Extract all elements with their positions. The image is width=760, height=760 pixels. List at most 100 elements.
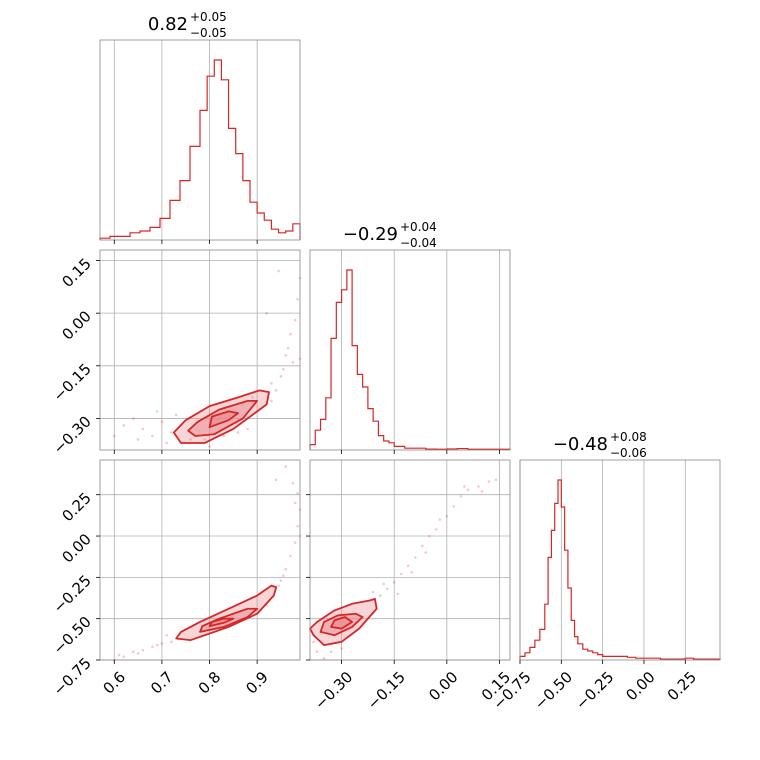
joint-0-2-sample-point [296,491,299,495]
joint-1-2-sample-point [312,640,315,644]
joint-0-1-sample-point [165,441,168,445]
joint-0-2-sample-point [293,501,297,505]
joint-0-1-sample-point [274,389,278,392]
joint-1-2-sample-point [329,650,333,654]
joint-1-2-sample-point [406,564,410,568]
joint-0-2-contour-1 [175,584,278,642]
joint-0-2-sample-point [279,579,283,582]
marginal-1-frame [309,249,511,451]
joint-0-2-ytick-label: 0.00 [58,530,94,566]
marginal-2-xtick-label: −0.50 [531,668,576,713]
joint-0-2-contour-3 [208,617,235,628]
marginal-1-title-plus: +0.04 [400,220,437,234]
joint-0-1-contour-3 [208,410,239,429]
joint-0-1-sample-point [246,427,249,431]
joint-0-2-ytick-label: 0.25 [58,489,94,525]
joint-0-1-sample-point [291,360,295,364]
marginal-0-histogram [99,59,301,240]
joint-0-2-sample-point [117,653,121,657]
joint-0-1-sample-point [286,346,290,350]
joint-0-2-sample-point [291,481,295,485]
joint-0-1-sample-point [282,367,285,371]
joint-0-2-sample-point [136,652,140,655]
marginal-1-title-minus: −0.04 [400,236,437,250]
joint-1-2-sample-point [371,590,375,594]
joint-1-2-sample-point [410,571,414,574]
joint-0-1-sample-point [279,375,283,378]
joint-0-2-sample-point [277,584,280,587]
joint-1-2-sample-point [445,514,449,518]
joint-1-2-sample-point [315,650,319,654]
joint-0-2-ytick-label: −0.75 [50,654,95,699]
marginal-1-histogram [309,269,511,450]
joint-1-2-sample-point [340,647,343,650]
joint-1-2-sample-point [466,488,470,492]
joint-0-2-xtick-label: 0.6 [99,668,129,698]
joint-1-2-contour-3 [330,616,354,630]
joint-0-2-sample-point [289,554,292,558]
joint-1-2-sample-point [399,572,403,576]
joint-0-2-sample-point [170,640,173,644]
joint-0-2-ytick-label: −0.50 [50,613,95,658]
joint-0-1-sample-point [151,434,154,438]
joint-0-1-ytick-label: −0.15 [50,360,95,405]
marginal-2-title-value: −0.48 [553,434,608,455]
joint-0-1-sample-point [170,431,173,434]
joint-0-2-sample-point [284,465,288,468]
joint-1-2-sample-point [385,587,389,591]
joint-0-1-sample-point [236,431,240,434]
joint-0-2-sample-point [141,648,145,652]
joint-0-1-frame [99,249,301,451]
joint-1-2-sample-point [452,504,456,508]
joint-1-2-sample-point [413,556,417,559]
joint-0-2-sample-point [122,655,126,658]
marginal-0-title-value: 0.82 [148,14,188,35]
joint-0-2-sample-point [155,643,159,647]
marginal-0-frame [99,39,301,241]
marginal-2-title-plus: +0.08 [610,430,647,444]
joint-0-2-xtick-label: 0.9 [242,668,272,698]
joint-0-1-sample-point [296,297,299,301]
joint-1-2-sample-point [494,478,498,482]
joint-0-1-sample-point [251,396,254,399]
joint-0-2-sample-point [151,645,154,649]
joint-0-1-sample-point [293,318,297,322]
joint-1-2-sample-point [382,582,385,586]
joint-1-2-sample-point [378,594,382,597]
joint-0-1-sample-point [208,445,211,448]
joint-0-1-sample-point [222,434,226,438]
joint-1-2-xtick-label: −0.30 [311,668,356,713]
joint-0-2-ytick-label: −0.25 [50,571,95,616]
joint-1-2-sample-point [487,480,491,483]
marginal-0-title-minus: −0.05 [190,26,227,40]
joint-0-1-sample-point [132,417,135,420]
joint-1-2-sample-point [477,485,480,488]
marginal-2-histogram [519,479,721,660]
joint-1-2-sample-point [392,581,396,584]
joint-0-1-sample-point [112,434,116,438]
marginal-0-title-plus: +0.05 [190,10,227,24]
joint-0-1-sample-point [270,399,273,403]
joint-0-2-frame [99,459,301,661]
joint-0-2-sample-point [165,633,168,637]
joint-0-1-sample-point [203,438,207,441]
joint-1-2-xtick-label: −0.15 [364,668,409,713]
joint-0-1-sample-point [270,382,273,385]
joint-0-1-sample-point [289,332,292,336]
joint-1-2-frame [309,459,511,661]
joint-0-1-ytick-label: −0.30 [50,413,95,458]
joint-0-2-xtick-label: 0.8 [195,668,225,698]
joint-0-1-sample-point [122,424,126,427]
joint-0-1-sample-point [141,427,145,431]
marginal-2-frame [519,459,721,661]
marginal-2-xtick-label: 0.00 [622,668,658,704]
joint-1-2-sample-point [396,592,400,596]
joint-0-1-sample-point [265,311,268,315]
joint-0-2-sample-point [284,567,288,571]
marginal-2-title-minus: −0.06 [610,446,647,460]
joint-0-1-sample-point [189,438,192,441]
joint-1-2-sample-point [424,551,428,554]
joint-0-2-sample-point [132,650,135,654]
joint-1-2-sample-point [427,534,431,538]
